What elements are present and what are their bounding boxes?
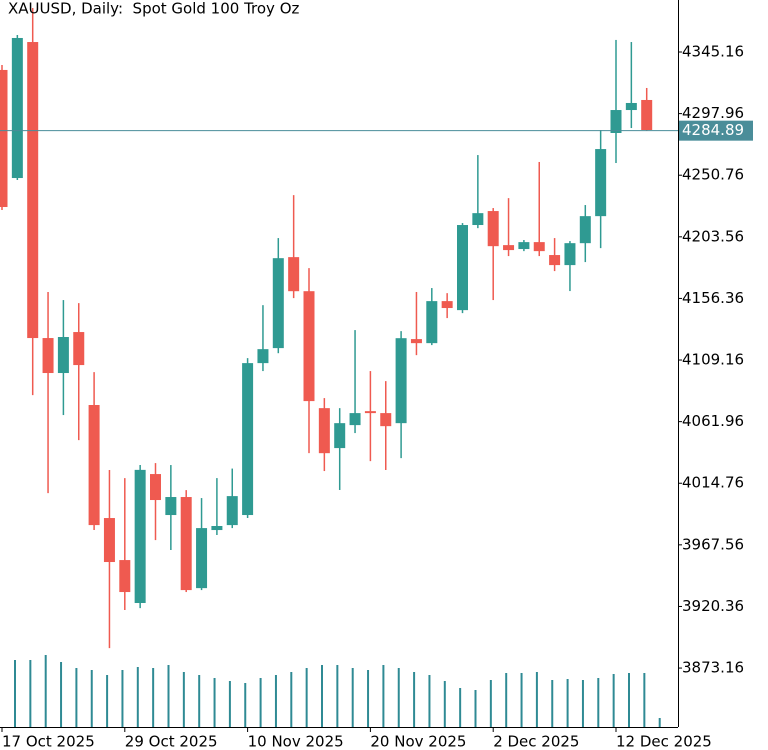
x-tick-label: 17 Oct 2025 [2,733,95,750]
candle-body [257,349,269,364]
candle-body [42,338,54,374]
candle-body [303,291,315,402]
current-price-box [679,120,753,141]
x-tick-label: 12 Dec 2025 [616,733,712,750]
candle-body [564,243,576,266]
y-tick-label: 4156.36 [682,289,744,307]
candle-body [165,497,177,516]
candle-body [27,42,39,339]
candle-body [349,413,361,426]
y-tick-label: 4061.96 [682,412,744,430]
candle-body [487,211,499,247]
candle-body [242,363,254,516]
y-tick-label: 3967.56 [682,535,744,553]
current-price-label: 4284.89 [682,121,744,139]
candle-body [533,242,545,252]
candle-body [318,408,330,454]
candle-body [595,149,607,217]
x-tick-label: 10 Nov 2025 [248,733,344,750]
candle-body [334,423,346,449]
candle-body [288,257,300,292]
candle-body [57,337,69,374]
candle-body [518,242,530,250]
candle-body [625,102,637,111]
candle-body [426,301,438,344]
x-tick-label: 2 Dec 2025 [493,733,579,750]
candle-body [472,213,484,226]
y-tick-label: 3920.36 [682,597,744,615]
chart-title: XAUUSD, Daily: Spot Gold 100 Troy Oz [8,0,300,18]
candle-body [441,301,453,309]
candle-body [610,110,622,134]
candle-body [150,474,161,501]
candle-body [226,496,238,526]
y-tick-label: 4345.16 [682,42,744,60]
candle-body [196,528,208,589]
y-tick-label: 4203.56 [682,227,744,245]
candle-body [364,411,376,414]
candle-body [180,497,192,591]
y-tick-label: 3873.16 [682,659,744,677]
candle-body [380,413,392,427]
candle-body [88,405,100,526]
candle-body [211,525,223,531]
candle-body [579,216,591,244]
y-tick-label: 4250.76 [682,166,744,184]
y-tick-label: 4297.96 [682,104,744,122]
y-tick-label: 4109.16 [682,351,744,369]
candle-body [11,37,23,179]
candle-body [103,518,115,563]
candle-body [641,99,653,130]
candle-body [119,560,131,593]
x-tick-label: 29 Oct 2025 [125,733,218,750]
candle-body [503,245,515,251]
candle-body [549,255,561,266]
x-tick-label: 20 Nov 2025 [370,733,466,750]
candle-body [410,339,422,344]
candle-body [395,338,407,424]
candle-body [272,258,284,349]
candle-body [134,469,146,604]
candle-body [457,225,468,311]
y-tick-label: 4014.76 [682,474,744,492]
candle-body [0,69,8,208]
candle-body [73,332,85,366]
